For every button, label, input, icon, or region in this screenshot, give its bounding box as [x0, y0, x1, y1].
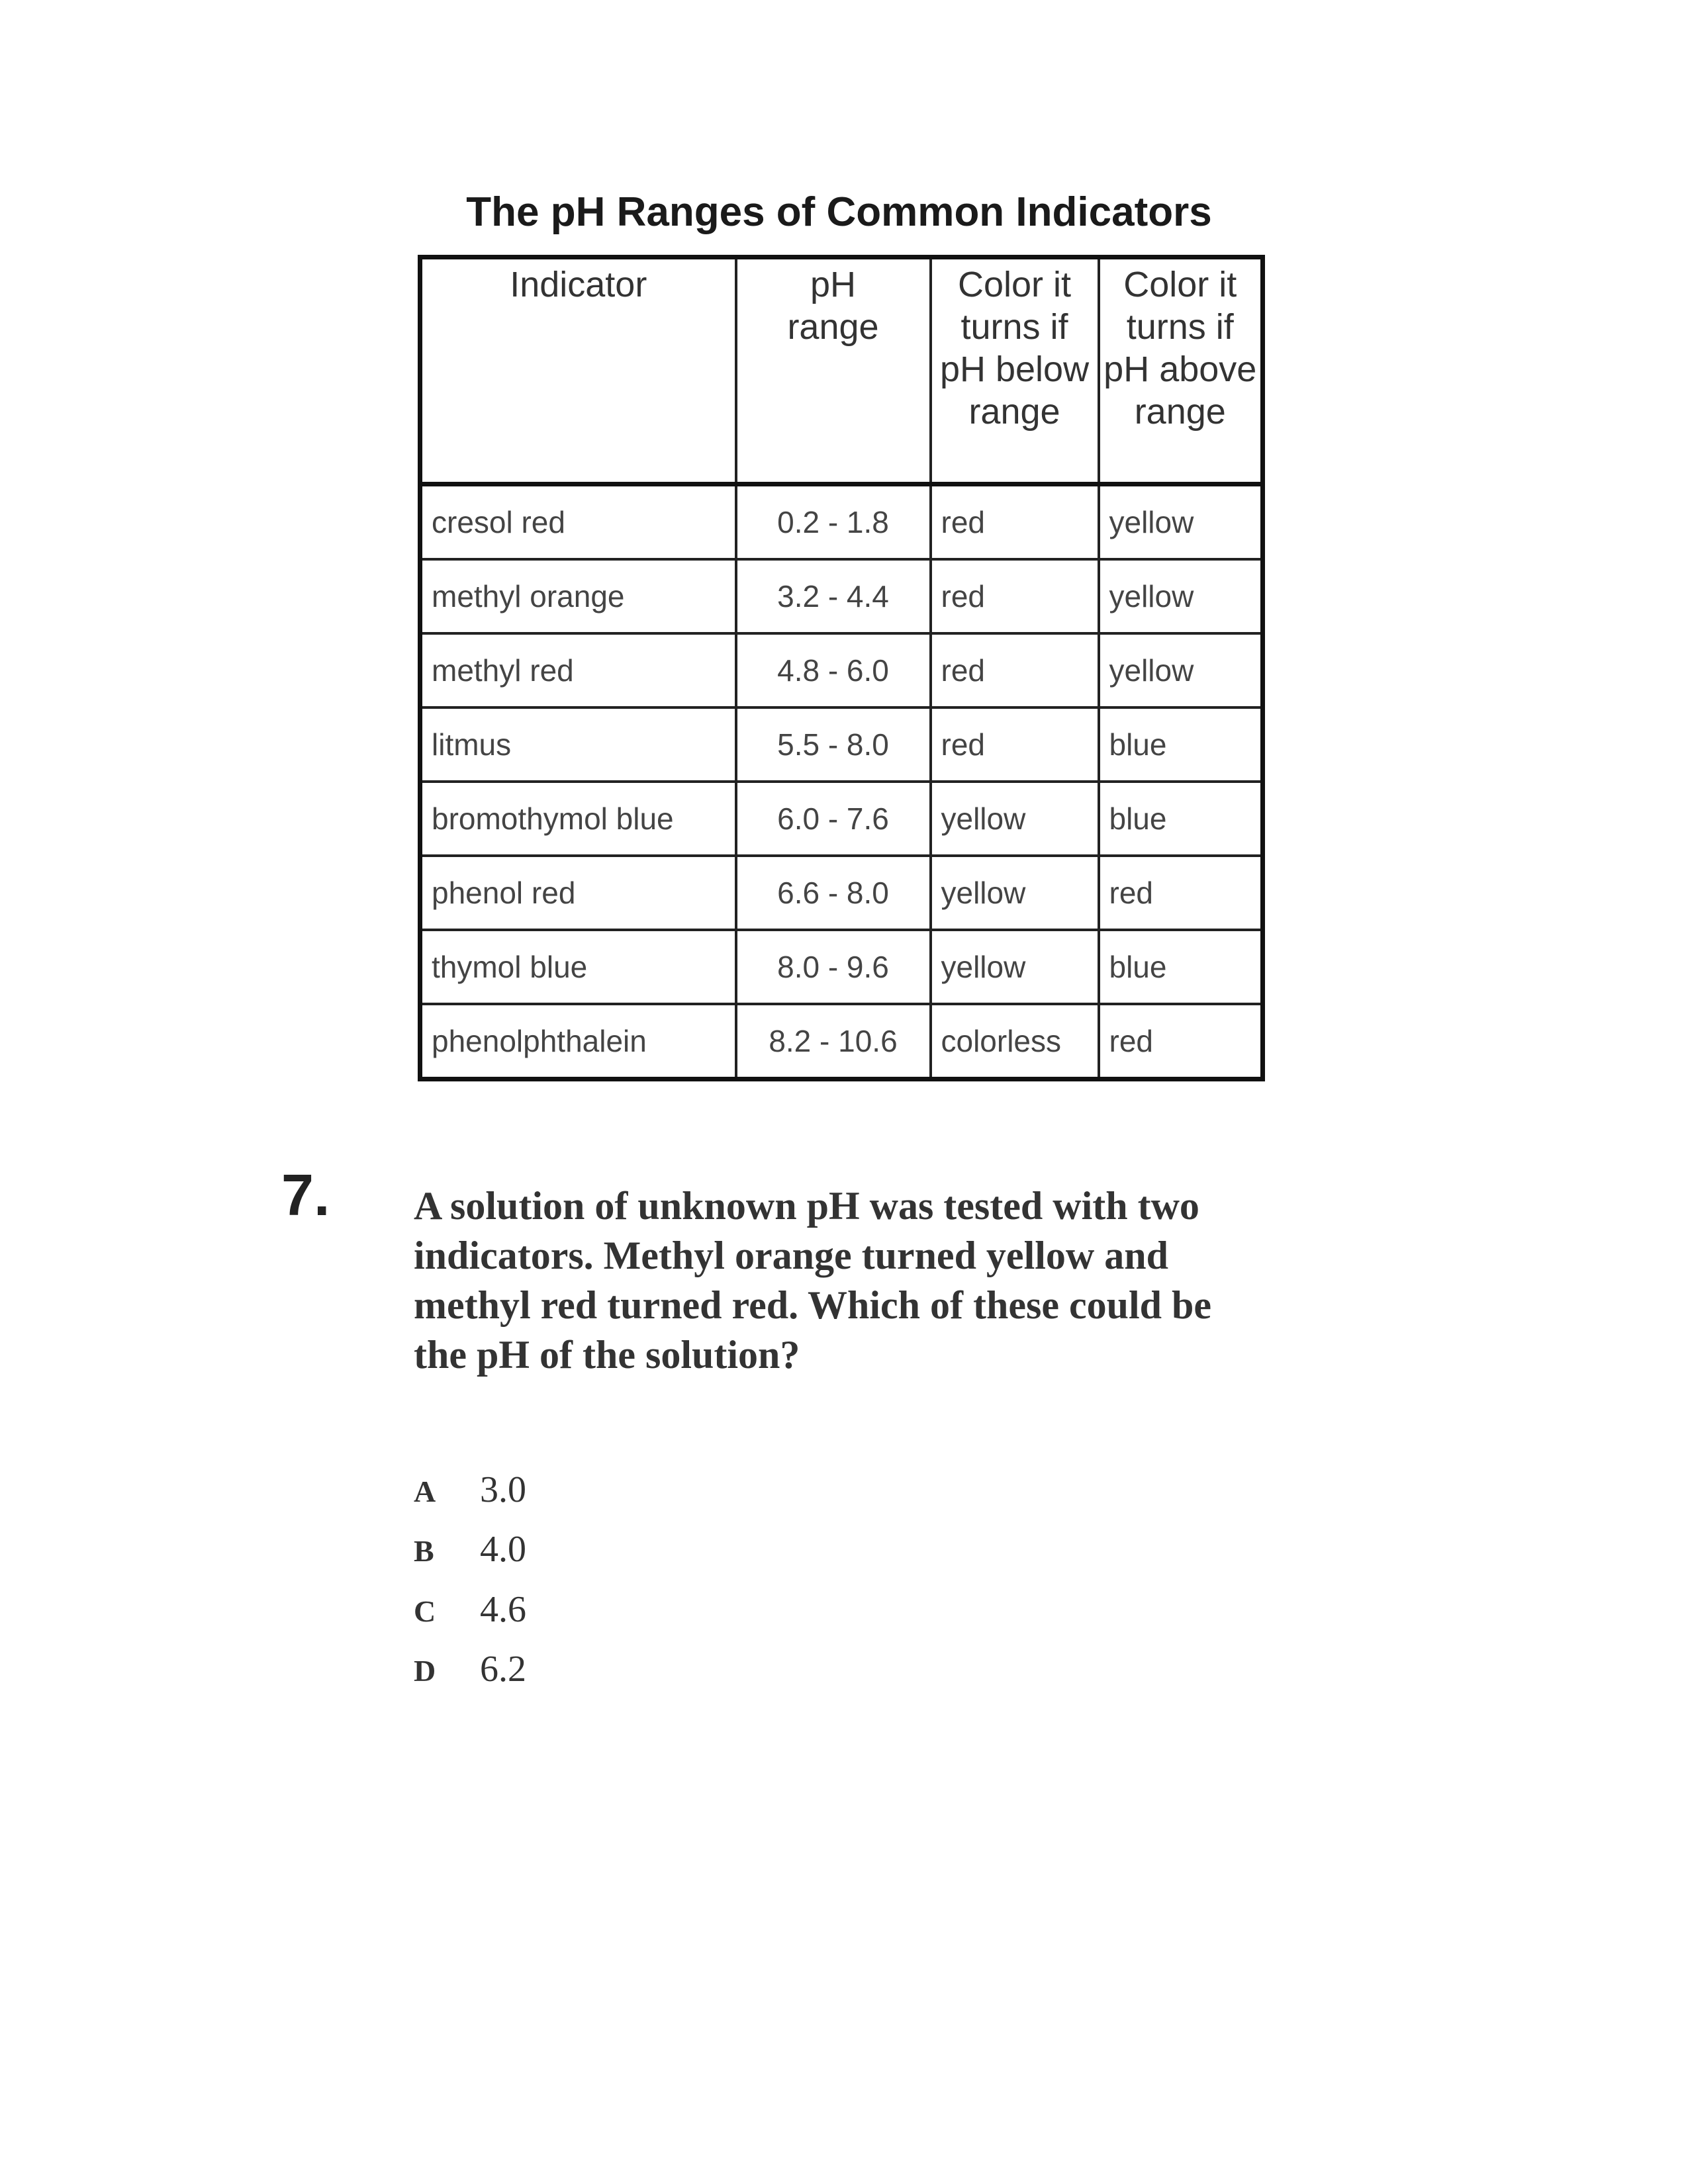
cell-indicator: thymol blue [418, 929, 737, 1005]
cell-color-below: red [929, 558, 1100, 635]
cell-ph-range: 6.6 - 8.0 [734, 854, 932, 931]
cell-ph-range: 4.8 - 6.0 [734, 632, 932, 709]
cell-indicator: phenol red [418, 854, 737, 931]
table-row: cresol red 0.2 - 1.8 red yellow [418, 482, 1264, 561]
question-text: A solution of unknown pH was tested with… [414, 1184, 1212, 1377]
cell-color-above: blue [1097, 706, 1264, 783]
cell-color-above: yellow [1097, 632, 1264, 709]
cell-ph-range: 0.2 - 1.8 [734, 482, 932, 561]
table-row: litmus 5.5 - 8.0 red blue [418, 706, 1264, 783]
cell-color-below: colorless [929, 1003, 1100, 1081]
choice-value: 4.0 [480, 1529, 526, 1570]
cell-color-below: yellow [929, 854, 1100, 931]
choice-letter: B [414, 1534, 434, 1568]
indicator-table: Indicator pH range Color it turns if pH … [418, 255, 1265, 1081]
cell-color-above: yellow [1097, 558, 1264, 635]
cell-ph-range: 3.2 - 4.4 [734, 558, 932, 635]
cell-indicator: methyl orange [418, 558, 737, 635]
table-row: methyl red 4.8 - 6.0 red yellow [418, 632, 1264, 709]
question-number: 7. [281, 1162, 330, 1228]
cell-indicator: bromothymol blue [418, 780, 737, 857]
cell-ph-range: 6.0 - 7.6 [734, 780, 932, 857]
table-row: methyl orange 3.2 - 4.4 red yellow [418, 558, 1264, 635]
cell-color-below: red [929, 632, 1100, 709]
header-indicator: Indicator [418, 255, 737, 486]
cell-color-above: red [1097, 1003, 1264, 1081]
choice-a[interactable]: A 3.0 [414, 1468, 526, 1514]
table-header-row: Indicator pH range Color it turns if pH … [418, 255, 1264, 486]
choice-letter: D [414, 1654, 436, 1688]
cell-color-above: yellow [1097, 482, 1264, 561]
header-color-above: Color it turns if pH above range [1097, 255, 1264, 486]
header-color-below: Color it turns if pH below range [929, 255, 1100, 486]
choice-b[interactable]: B 4.0 [414, 1527, 526, 1573]
cell-color-below: yellow [929, 780, 1100, 857]
cell-ph-range: 8.2 - 10.6 [734, 1003, 932, 1081]
cell-ph-range: 8.0 - 9.6 [734, 929, 932, 1005]
header-ph-range: pH range [734, 255, 932, 486]
cell-color-below: red [929, 482, 1100, 561]
table-row: bromothymol blue 6.0 - 7.6 yellow blue [418, 780, 1264, 857]
cell-indicator: cresol red [418, 482, 737, 561]
choice-value: 4.6 [480, 1589, 526, 1630]
cell-color-above: blue [1097, 929, 1264, 1005]
table-row: phenolphthalein 8.2 - 10.6 colorless red [418, 1003, 1264, 1081]
cell-color-above: red [1097, 854, 1264, 931]
choice-letter: C [414, 1594, 436, 1628]
cell-color-below: red [929, 706, 1100, 783]
cell-indicator: methyl red [418, 632, 737, 709]
cell-indicator: litmus [418, 706, 737, 783]
choice-d[interactable]: D 6.2 [414, 1647, 526, 1693]
choice-letter: A [414, 1475, 436, 1508]
table-row: phenol red 6.6 - 8.0 yellow red [418, 854, 1264, 931]
table-title: The pH Ranges of Common Indicators [466, 189, 1212, 235]
cell-ph-range: 5.5 - 8.0 [734, 706, 932, 783]
cell-color-below: yellow [929, 929, 1100, 1005]
table-row: thymol blue 8.0 - 9.6 yellow blue [418, 929, 1264, 1005]
choice-c[interactable]: C 4.6 [414, 1588, 526, 1633]
cell-indicator: phenolphthalein [418, 1003, 737, 1081]
choice-value: 6.2 [480, 1649, 526, 1690]
choice-value: 3.0 [480, 1469, 526, 1510]
cell-color-above: blue [1097, 780, 1264, 857]
